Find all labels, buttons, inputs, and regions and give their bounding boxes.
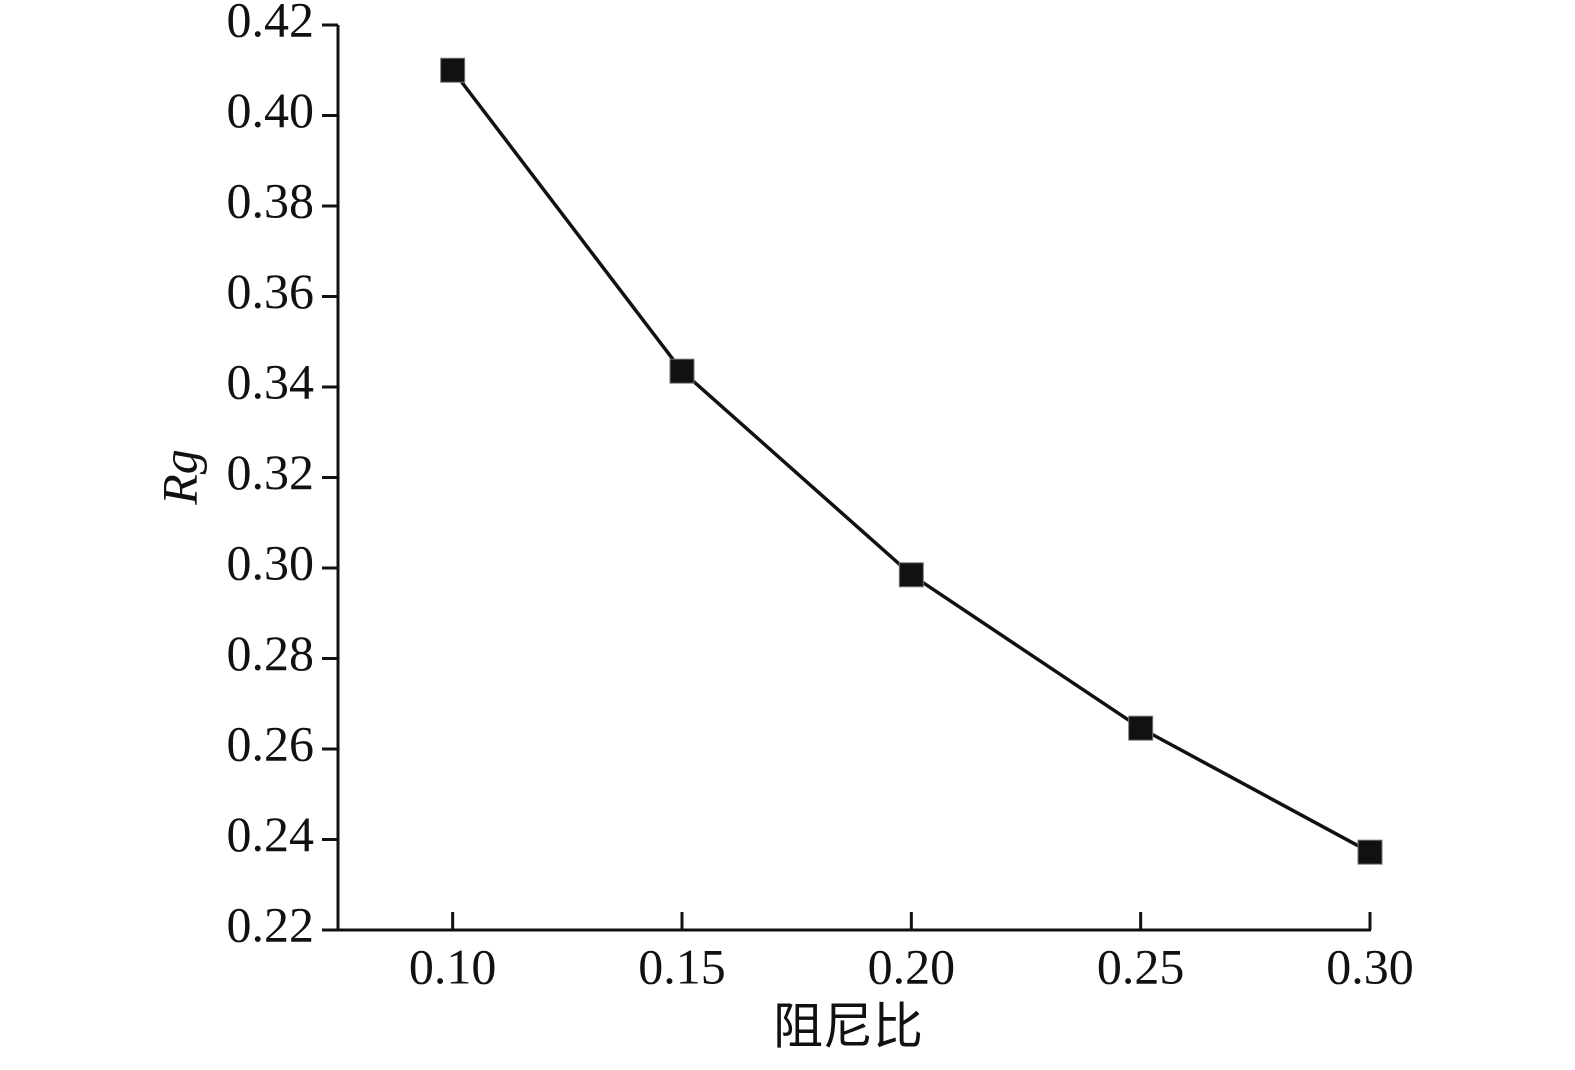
x-axis-label: 阻尼比 <box>773 998 923 1054</box>
y-tick-label: 0.30 <box>227 534 315 590</box>
y-tick-label: 0.22 <box>227 896 315 952</box>
y-tick-label: 0.36 <box>227 263 315 319</box>
x-tick-label: 0.30 <box>1326 938 1414 994</box>
y-tick-label: 0.40 <box>227 82 315 138</box>
x-tick-label: 0.10 <box>409 938 497 994</box>
y-tick-label: 0.32 <box>227 444 315 500</box>
marker <box>898 562 924 588</box>
marker <box>440 57 466 83</box>
y-tick-label: 0.24 <box>227 806 315 862</box>
y-axis-label: Rg <box>151 449 207 506</box>
y-tick-label: 0.38 <box>227 172 315 228</box>
marker <box>1128 715 1154 741</box>
series-line <box>451 69 1371 854</box>
y-tick-label: 0.34 <box>227 353 315 409</box>
y-tick-label: 0.26 <box>227 715 315 771</box>
x-tick-label: 0.15 <box>638 938 726 994</box>
y-tick-label: 0.28 <box>227 625 315 681</box>
x-tick-label: 0.20 <box>868 938 956 994</box>
y-tick-label: 0.42 <box>227 0 315 47</box>
marker <box>1357 839 1383 865</box>
x-tick-label: 0.25 <box>1097 938 1185 994</box>
marker <box>669 358 695 384</box>
